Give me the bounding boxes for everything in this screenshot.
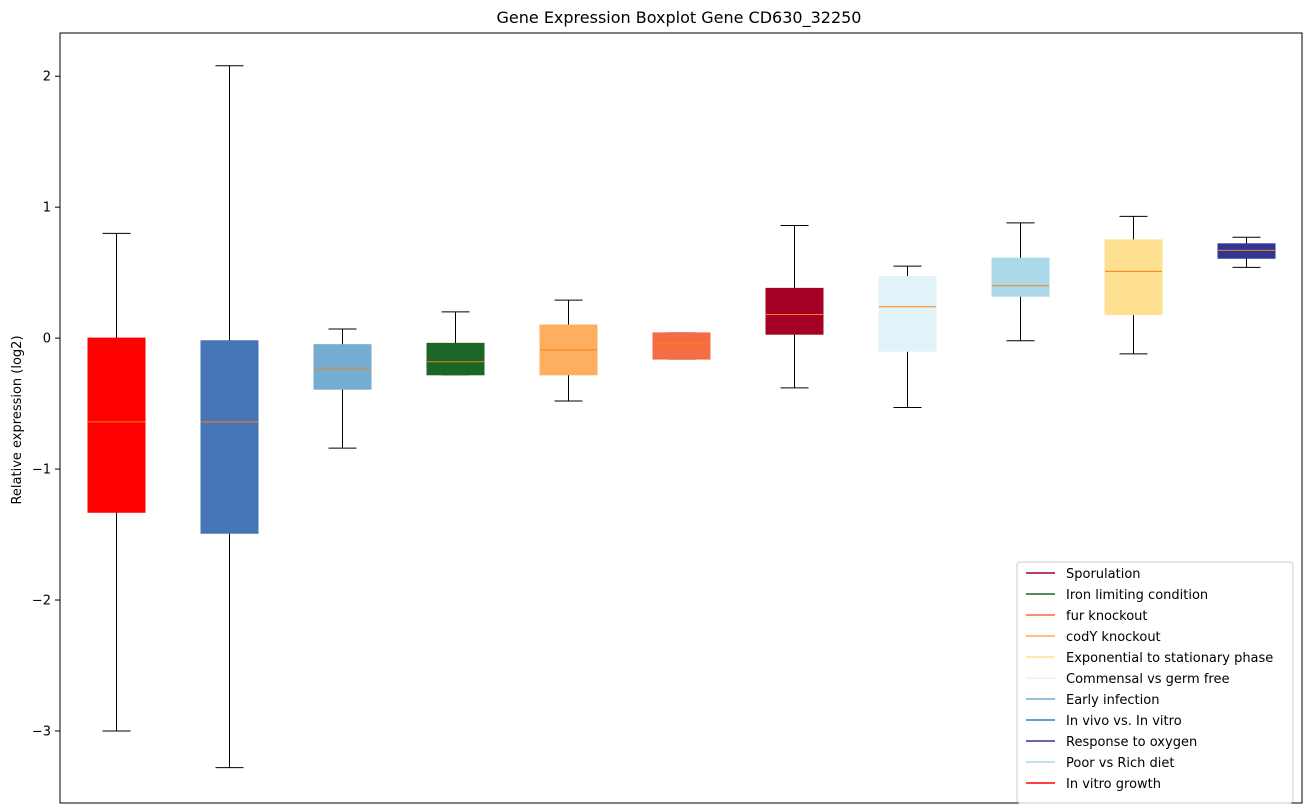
box-body [765, 287, 824, 335]
legend-label: Poor vs Rich diet [1066, 756, 1174, 771]
y-tick-label: 1 [43, 201, 51, 216]
legend-label: In vitro growth [1066, 777, 1161, 792]
box-body [878, 276, 937, 352]
legend-frame [1016, 561, 1294, 804]
box-series [87, 65, 1276, 769]
box-in-vivo-vs-in-vitro [200, 65, 259, 769]
box-response-to-oxygen [1217, 236, 1276, 268]
legend-label: Commensal vs germ free [1066, 672, 1229, 687]
chart-title: Gene Expression Boxplot Gene CD630_32250 [497, 8, 862, 28]
box-sporulation [765, 225, 824, 389]
legend-label: codY knockout [1066, 630, 1161, 645]
box-cody-knockout [539, 299, 598, 402]
box-fur-knockout [652, 332, 711, 360]
legend-label: Response to oxygen [1066, 735, 1197, 750]
box-poor-vs-rich-diet [991, 222, 1050, 342]
box-body [313, 344, 372, 390]
box-body [991, 257, 1050, 297]
box-body [200, 340, 259, 534]
legend-label: In vivo vs. In vitro [1066, 714, 1182, 729]
y-axis-ticks: −3 −2 −1 0 1 2 [32, 70, 60, 739]
legend-label: Sporulation [1066, 567, 1141, 582]
legend-label: Early infection [1066, 693, 1159, 708]
box-in-vitro-growth [87, 232, 146, 732]
y-tick-label: −2 [32, 594, 51, 609]
plot-area-frame [59, 32, 1303, 804]
box-body [426, 342, 485, 376]
legend-label: Exponential to stationary phase [1066, 651, 1273, 666]
box-body [652, 332, 711, 360]
box-early-infection [313, 328, 372, 449]
legend-label: Iron limiting condition [1066, 588, 1208, 603]
box-exponential-to-stationary-phase [1104, 215, 1163, 355]
y-tick-label: −3 [32, 724, 51, 739]
legend-label: fur knockout [1066, 609, 1148, 624]
y-tick-label: 0 [43, 332, 51, 347]
box-iron-limiting-condition [426, 311, 485, 376]
y-axis-label: Relative expression (log2) [10, 335, 25, 504]
box-body [87, 337, 146, 513]
box-commensal-vs-germ-free [878, 265, 937, 409]
y-tick-label: 2 [43, 70, 51, 85]
box-body [1217, 243, 1276, 259]
y-tick-label: −1 [32, 463, 51, 478]
box-body [1104, 239, 1163, 316]
legend: Sporulation Iron limiting condition fur kn… [1016, 561, 1294, 804]
